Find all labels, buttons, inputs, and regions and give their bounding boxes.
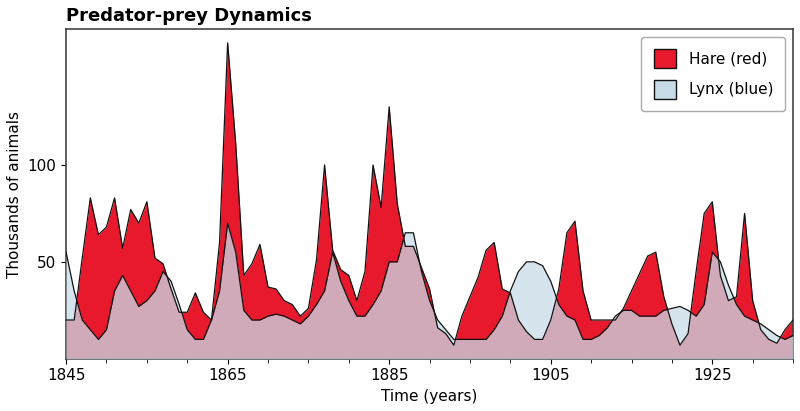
Text: Predator-prey Dynamics: Predator-prey Dynamics bbox=[66, 7, 312, 25]
Legend: Hare (red), Lynx (blue): Hare (red), Lynx (blue) bbox=[642, 37, 786, 111]
Y-axis label: Thousands of animals: Thousands of animals bbox=[7, 111, 22, 277]
X-axis label: Time (years): Time (years) bbox=[382, 389, 478, 404]
